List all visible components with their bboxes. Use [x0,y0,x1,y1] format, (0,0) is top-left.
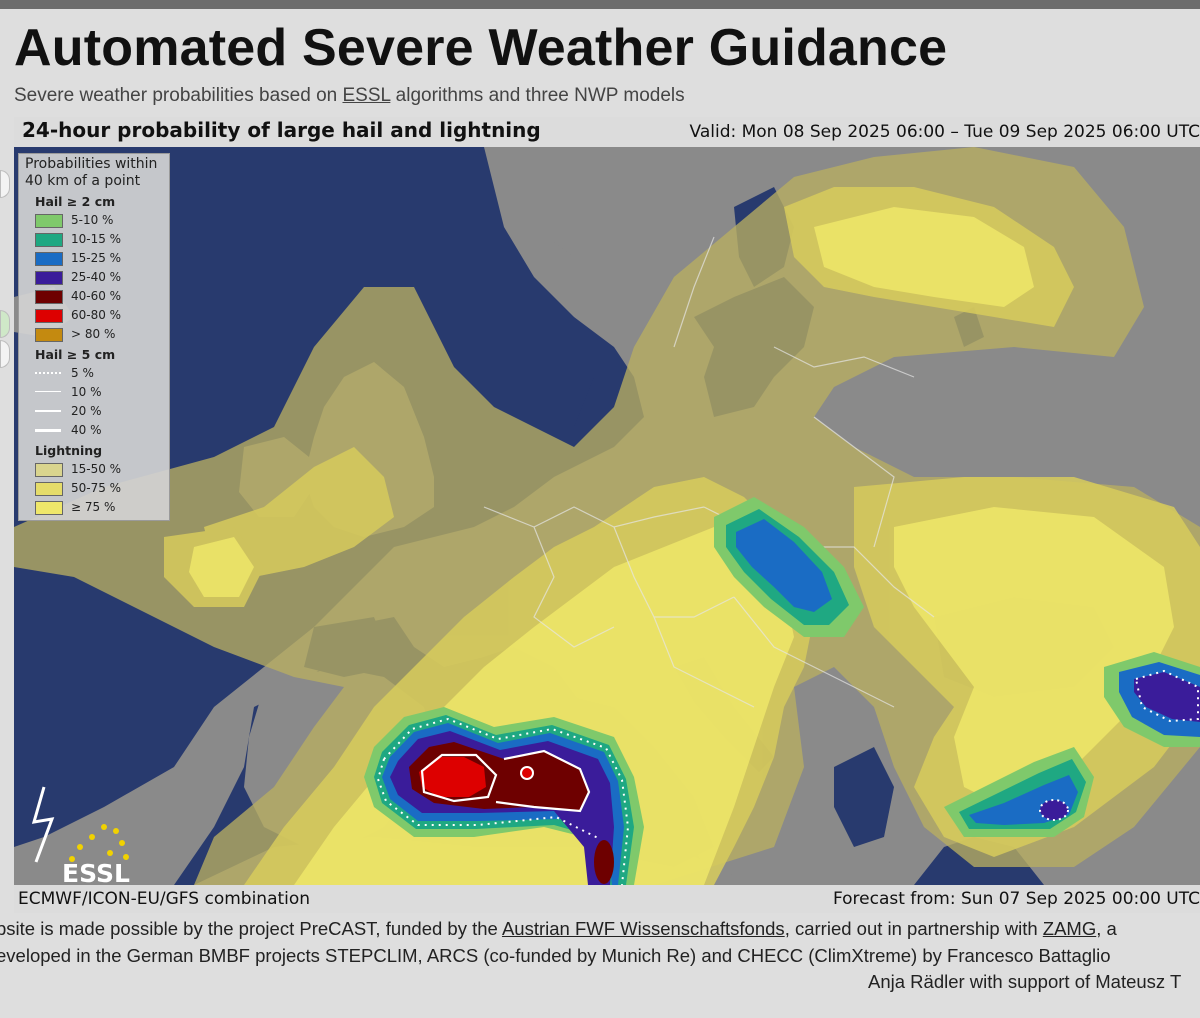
hail-cauc-25-40 [1134,672,1200,722]
hail5-20pct-spot [520,766,534,780]
map-title: 24-hour probability of large hail and li… [22,118,541,142]
legend-lightning-title: Lightning [35,443,103,458]
subtitle-text-after: algorithms and three NWP models [390,85,685,106]
hail5-5pct-contour-med-lower [376,758,601,840]
hail-med-40-60-spot [594,840,614,884]
legend-swatch [35,463,63,477]
legend-swatch [35,214,63,228]
hail5-5pct-contour-cauc [1134,669,1199,723]
legend-swatch [35,271,63,285]
hail-caucasus [1104,652,1200,747]
legend-swatch [35,290,63,304]
legend-line [35,410,61,412]
legend-swatch [35,501,63,515]
hail-turkey [944,747,1094,837]
fwf-link[interactable]: Austrian FWF Wissenschaftsfonds [501,918,785,939]
side-option-button[interactable] [0,310,10,338]
credits-line-3: Anja Rädler with support of Mateusz T [868,971,1182,992]
hail-turkey-25-40 [1040,800,1068,820]
essl-link[interactable]: ESSL [342,85,391,106]
border-line [733,596,895,708]
zamg-link[interactable]: ZAMG [1042,918,1097,939]
map-panel: 24-hour probability of large hail and li… [14,117,1200,913]
forecast-from-label: Forecast from: Sun 07 Sep 2025 00:00 UTC [832,889,1200,909]
legend-line [35,391,61,392]
border-line [533,526,615,648]
legend-swatch [35,328,63,342]
lightning-high-region-east [894,507,1174,807]
subtitle-text-before: Severe weather probabilities based on [14,85,343,106]
hail-central-europe [714,497,864,637]
credits-text: , carried out in partnership with [784,918,1043,939]
essl-logo-graphic [31,786,129,863]
hail-mediterranean [364,707,644,885]
essl-logo-text: ESSL [62,859,130,885]
eu-stars-icon [69,824,129,862]
left-side-controls [0,160,12,800]
legend-swatch [35,252,63,266]
browser-top-bar [0,0,1200,9]
map-header: 24-hour probability of large hail and li… [14,117,1200,147]
legend-line [35,429,61,432]
border-line [483,506,705,528]
map-legend: Probabilities within 40 km of a point Ha… [18,153,170,521]
hail5-5pct-contour-turkey [1039,799,1069,821]
hail-central-15-25 [736,519,832,612]
lightning-mid-region-britain [204,447,394,577]
legend-swatch [35,233,63,247]
legend-swatch [35,482,63,496]
border-line [653,616,755,708]
lightning-low-region [14,147,1200,885]
legend-line [35,372,61,374]
credits-text: , a [1096,918,1117,939]
probability-map[interactable]: ESSL Probabilities within 40 km of a poi… [14,147,1200,885]
map-valid-period: Valid: Mon 08 Sep 2025 06:00 – Tue 09 Se… [689,122,1200,142]
legend-heading-line2: 40 km of a point [25,173,141,189]
page-subtitle: Severe weather probabilities based on ES… [14,85,685,107]
aegean-sea [834,747,894,847]
credits-text: bsite is made possible by the project Pr… [0,918,502,939]
legend-hail2-title: Hail ≥ 2 cm [35,194,116,209]
lightning-15-50-area [14,147,1200,885]
hail-med-60-80 [419,757,486,797]
lightning-bolt-icon [31,786,55,863]
hail5-10pct-contour-med [420,753,498,803]
side-toggle-button[interactable] [0,170,10,198]
lightning-high-region-atlantic [189,537,254,597]
map-footer: ECMWF/ICON-EU/GFS combination Forecast f… [14,885,1200,913]
border-line [813,416,895,548]
border-line [673,236,715,348]
side-option-button[interactable] [0,340,10,368]
page-title: Automated Severe Weather Guidance [14,19,948,77]
legend-hail5-title: Hail ≥ 5 cm [35,347,116,362]
credits-line-1: bsite is made possible by the project Pr… [0,918,1117,940]
model-combination-label: ECMWF/ICON-EU/GFS combination [18,889,311,909]
map-svg [14,147,1200,885]
legend-heading: Probabilities within 40 km of a point [25,156,157,190]
credits-line-2: eveloped in the German BMBF projects STE… [0,945,1111,966]
hail5-10pct-contour-med-east [495,749,591,813]
legend-swatch [35,309,63,323]
legend-heading-line1: Probabilities within [25,156,158,172]
border-line [773,346,915,378]
lightning-high-region-finland [814,207,1034,307]
